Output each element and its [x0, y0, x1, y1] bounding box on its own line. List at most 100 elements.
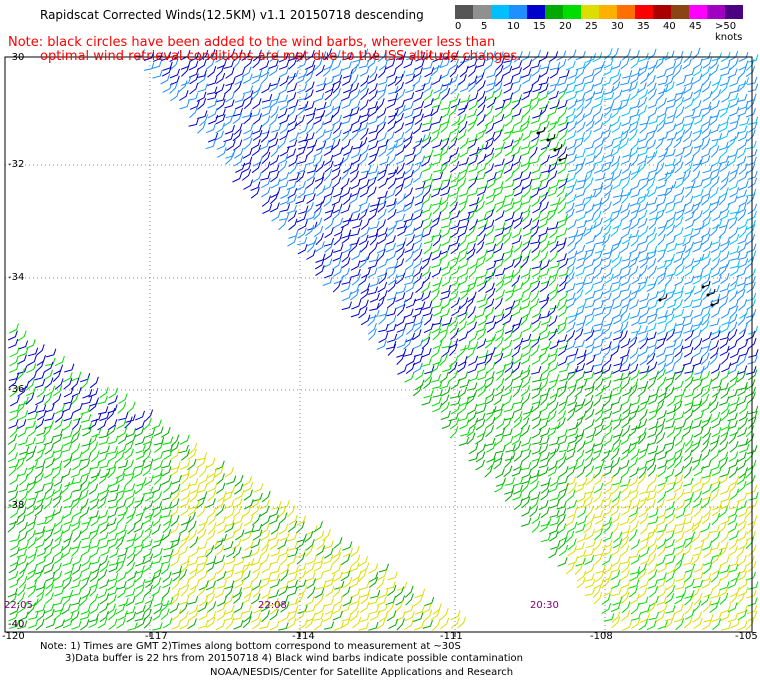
- wind-barb: [36, 355, 46, 366]
- wind-barb: [558, 258, 569, 269]
- wind-barb: [630, 203, 641, 214]
- wind-barb: [206, 86, 218, 95]
- wind-barb: [611, 413, 622, 423]
- wind-barb: [656, 324, 667, 335]
- wind-barb: [72, 475, 83, 485]
- wind-barb: [530, 91, 540, 102]
- wind-barb: [584, 203, 595, 215]
- wind-barb: [657, 315, 668, 325]
- wind-barb: [144, 409, 154, 422]
- wind-barb: [279, 129, 289, 141]
- wind-barb: [332, 88, 341, 101]
- wind-barb: [99, 579, 110, 589]
- wind-barb: [450, 403, 461, 415]
- wind-barb: [557, 476, 569, 485]
- wind-barb: [664, 138, 674, 151]
- wind-barb: [637, 140, 649, 150]
- wind-barb: [531, 131, 541, 142]
- wind-barb: [117, 507, 129, 517]
- wind-barb: [53, 364, 64, 375]
- wind-barb: [350, 179, 361, 190]
- wind-barb: [298, 101, 309, 110]
- wind-barb: [466, 295, 475, 309]
- wind-barb: [691, 440, 701, 453]
- wind-barb: [216, 139, 227, 150]
- wind-barb: [9, 385, 19, 398]
- wind-barb: [747, 337, 757, 350]
- wind-barb: [513, 498, 523, 510]
- wind-barb: [693, 139, 705, 149]
- wind-barb: [558, 456, 567, 469]
- wind-barb: [206, 49, 216, 61]
- wind-barb: [63, 532, 73, 543]
- footer-notes-line1: Note: 1) Times are GMT 2)Times along bot…: [40, 641, 461, 652]
- wind-barb: [664, 420, 675, 429]
- wind-barb: [619, 137, 629, 150]
- wind-barb: [243, 179, 253, 190]
- wind-barb: [440, 186, 451, 197]
- wind-barb: [565, 340, 576, 351]
- wind-barb: [405, 298, 416, 309]
- wind-barb: [124, 441, 134, 454]
- wind-barb: [369, 66, 378, 79]
- wind-barb: [422, 185, 432, 198]
- contaminated-wind-barb: [659, 293, 668, 301]
- wind-barb: [367, 186, 377, 198]
- wind-barb: [475, 419, 486, 431]
- wind-barb: [358, 569, 367, 582]
- wind-barb: [494, 141, 506, 151]
- wind-barb: [295, 73, 306, 85]
- wind-barb: [118, 433, 128, 445]
- wind-barb: [710, 449, 720, 461]
- wind-barb: [549, 492, 561, 501]
- wind-barb: [315, 545, 325, 557]
- wind-barb: [109, 547, 119, 559]
- wind-barb: [476, 104, 486, 117]
- wind-barb: [622, 83, 633, 93]
- wind-barb: [691, 553, 701, 566]
- wind-barb: [665, 507, 676, 519]
- wind-barb: [115, 536, 125, 550]
- wind-barb: [673, 285, 685, 295]
- wind-barb: [287, 105, 297, 118]
- wind-barb: [412, 307, 423, 318]
- wind-barb: [576, 440, 586, 453]
- wind-barb: [484, 353, 494, 366]
- wind-barb: [702, 267, 713, 278]
- wind-barb: [322, 64, 332, 77]
- wind-barb: [496, 417, 506, 430]
- time-label: 22:08: [258, 600, 287, 611]
- wind-barb: [484, 394, 495, 405]
- wind-barb: [718, 506, 728, 518]
- wind-barb: [349, 213, 360, 222]
- wind-barb: [736, 592, 745, 605]
- wind-barb: [278, 160, 288, 173]
- wind-barb: [387, 333, 398, 343]
- wind-barb: [745, 571, 756, 581]
- wind-barb: [485, 82, 496, 93]
- wind-barb: [170, 547, 181, 558]
- wind-barb: [188, 604, 199, 615]
- wind-barb: [709, 57, 719, 70]
- wind-barb: [387, 280, 397, 293]
- wind-barb: [566, 266, 575, 279]
- wind-barb: [242, 148, 253, 159]
- wind-barb: [639, 189, 650, 199]
- wind-barb: [145, 491, 155, 502]
- wind-barb: [729, 488, 739, 500]
- contamination-dot: [558, 158, 562, 162]
- wind-barb: [367, 101, 378, 110]
- wind-barb: [441, 131, 452, 143]
- wind-barb: [585, 291, 596, 301]
- wind-barb: [647, 563, 658, 575]
- wind-barb: [324, 204, 336, 214]
- wind-barb: [143, 500, 154, 511]
- wind-barb: [332, 129, 342, 141]
- wind-barb: [638, 596, 649, 605]
- wind-barb: [513, 337, 524, 350]
- wind-barb: [577, 506, 587, 518]
- wind-barb: [233, 515, 244, 525]
- wind-barb: [557, 429, 568, 439]
- wind-barb: [513, 115, 524, 127]
- wind-barb: [656, 538, 667, 550]
